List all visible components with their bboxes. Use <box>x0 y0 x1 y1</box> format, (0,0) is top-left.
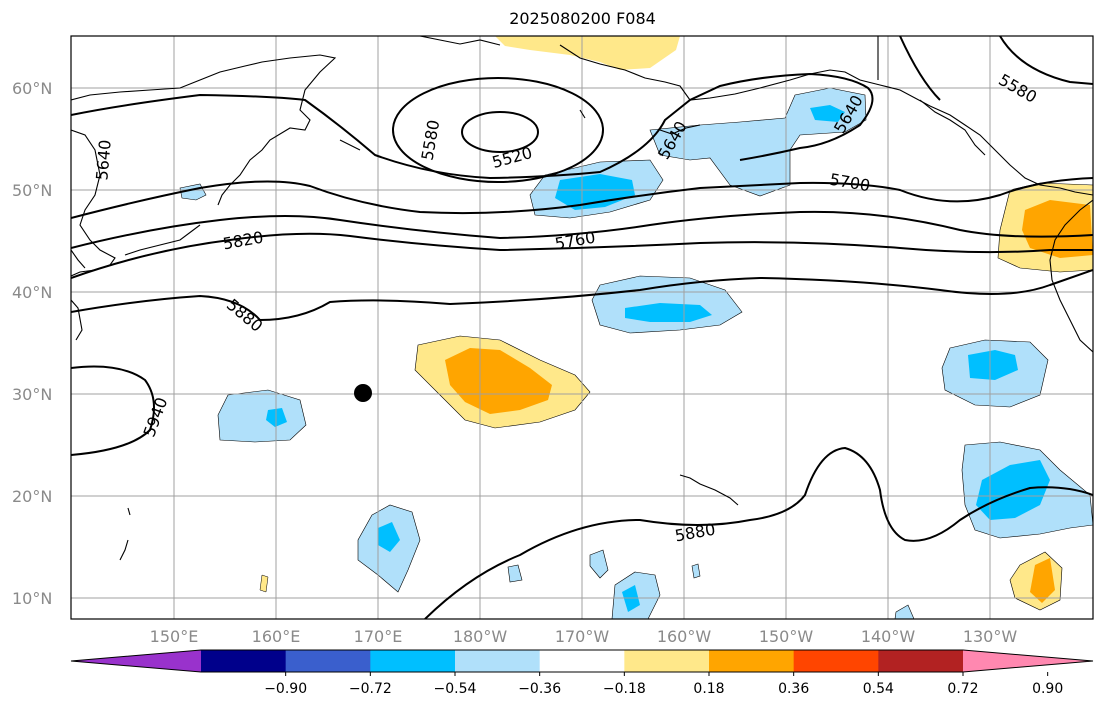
contour-label: 5880 <box>673 520 716 546</box>
colorbar <box>70 649 1094 676</box>
colorbar-segment <box>709 650 795 672</box>
colorbar-segment <box>624 650 710 672</box>
colorbar-tick-label: 0.54 <box>863 681 894 697</box>
colorbar-tick-label: −0.36 <box>518 681 561 697</box>
height-contours <box>71 36 1093 619</box>
colorbar-tick-labels: −0.90 −0.72 −0.54 −0.36 −0.18 0.18 0.36 0.54 0.7… <box>264 681 1063 697</box>
colorbar-segment <box>878 650 964 672</box>
lon-tick-label: 140°W <box>861 627 916 646</box>
contour-label: 5820 <box>221 228 264 254</box>
colorbar-segment <box>793 650 879 672</box>
lon-tick-label: 160°E <box>252 627 301 646</box>
contour-5880 <box>71 269 1093 322</box>
contour-label: 5760 <box>553 228 596 254</box>
contour-5640 <box>71 72 874 180</box>
map-title: 2025080200 F084 <box>509 9 656 28</box>
lon-tick-label: 150°E <box>150 627 199 646</box>
lat-tick-labels: 60°N 50°N 40°N 30°N 20°N 10°N <box>12 79 52 608</box>
colorbar-tick-label: −0.90 <box>264 681 307 697</box>
graticule <box>71 36 1093 619</box>
contour-5880-south <box>424 446 1093 619</box>
colorbar-outline <box>70 649 1094 673</box>
lon-tick-label: 170°W <box>555 627 610 646</box>
coastlines <box>71 36 1093 561</box>
contour-5520 <box>461 111 539 153</box>
lon-tick-label: 180°W <box>453 627 508 646</box>
lat-tick-label: 50°N <box>12 181 52 200</box>
colorbar-tick-label: 0.90 <box>1032 681 1063 697</box>
contour-label: 5700 <box>828 170 871 196</box>
lon-tick-label: 160°W <box>657 627 712 646</box>
colorbar-extend-min <box>71 650 201 672</box>
contour-label: 5640 <box>92 139 114 181</box>
colorbar-segment <box>370 650 456 672</box>
lon-tick-label: 150°W <box>759 627 814 646</box>
contour-label: 5580 <box>418 118 444 161</box>
colorbar-tick-label: −0.18 <box>603 681 646 697</box>
contour-label: 5520 <box>490 143 534 172</box>
colorbar-segment <box>455 650 541 672</box>
lat-tick-label: 20°N <box>12 487 52 506</box>
colorbar-segment <box>285 650 371 672</box>
lon-tick-label: 130°W <box>963 627 1018 646</box>
contour-5640-east <box>899 36 941 101</box>
contour-5580-east <box>999 36 1093 85</box>
colorbar-segment <box>539 650 625 672</box>
contour-5760 <box>71 210 1093 249</box>
contour-5700 <box>71 177 1093 219</box>
contour-5820 <box>71 232 1093 279</box>
contour-label: 5940 <box>140 395 172 440</box>
map-frame <box>70 35 1094 620</box>
colorbar-segment <box>201 650 287 672</box>
colorbar-tick-label: 0.36 <box>778 681 809 697</box>
colorbar-tick-label: 0.18 <box>693 681 724 697</box>
colorbar-extend-max <box>963 650 1093 672</box>
lat-tick-label: 10°N <box>12 589 52 608</box>
negative-anomaly-areas <box>179 87 1093 619</box>
lon-tick-label: 170°E <box>354 627 403 646</box>
lat-tick-label: 60°N <box>12 79 52 98</box>
lat-tick-label: 40°N <box>12 283 52 302</box>
lat-tick-label: 30°N <box>12 385 52 404</box>
location-marker <box>354 384 372 402</box>
lon-tick-labels: 150°E 160°E 170°E 180°W 170°W 160°W 150°… <box>150 627 1018 646</box>
colorbar-tick-label: −0.72 <box>349 681 392 697</box>
colorbar-tick-label: 0.72 <box>947 681 978 697</box>
colorbar-tick-label: −0.54 <box>434 681 477 697</box>
contour-5580 <box>392 77 604 183</box>
contour-5940 <box>71 365 155 456</box>
